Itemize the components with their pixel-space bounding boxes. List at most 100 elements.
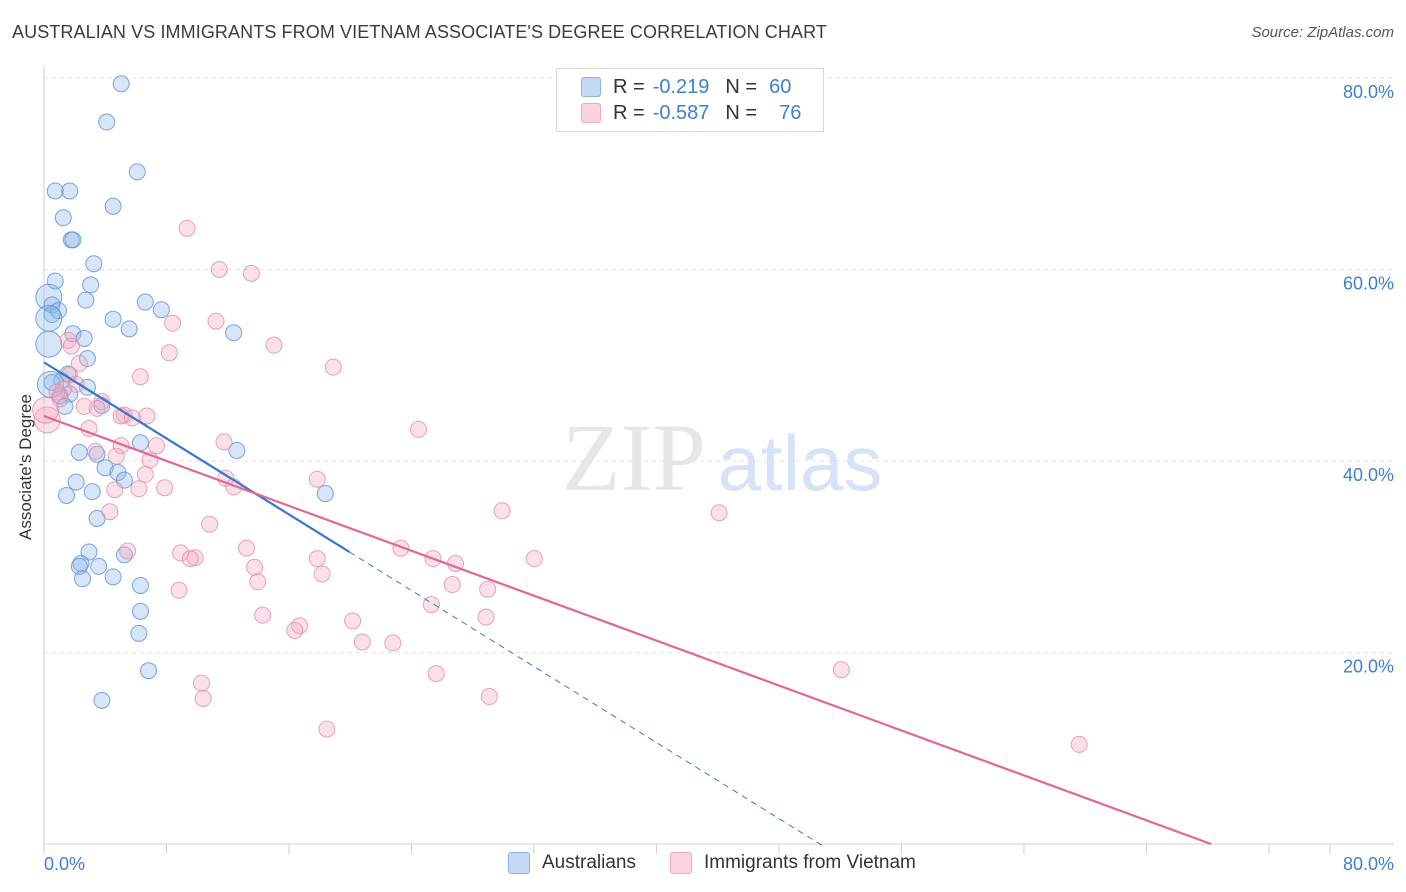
data-point xyxy=(75,397,93,415)
legend-item-australians[interactable]: Australians xyxy=(508,852,636,874)
data-point xyxy=(130,480,148,498)
data-point xyxy=(101,503,119,521)
data-point xyxy=(62,337,80,355)
legend-label: Immigrants from Vietnam xyxy=(704,852,916,873)
y-tick-label: 60.0% xyxy=(1343,274,1394,294)
source-label: Source: ZipAtlas.com xyxy=(1251,24,1394,41)
data-point xyxy=(225,324,243,342)
stats-legend: R = -0.219 N = 60 R = -0.587 N = 76 xyxy=(556,68,824,132)
legend-item-vietnam[interactable]: Immigrants from Vietnam xyxy=(670,852,916,874)
data-point xyxy=(86,442,104,460)
data-point xyxy=(131,602,149,620)
data-point xyxy=(480,688,498,706)
data-point xyxy=(291,617,309,635)
watermark-atlas: atlas xyxy=(718,419,883,507)
data-point xyxy=(54,209,72,227)
data-point xyxy=(61,366,79,384)
data-point xyxy=(353,633,371,651)
series-australians xyxy=(35,75,334,709)
data-point xyxy=(88,399,106,417)
data-point xyxy=(265,336,283,354)
x-tick-label: 80.0% xyxy=(1343,854,1394,874)
data-point xyxy=(35,304,63,332)
data-point xyxy=(82,276,100,294)
data-point xyxy=(392,539,410,557)
data-point xyxy=(228,441,246,459)
stats-row-vietnam: R = -0.587 N = 76 xyxy=(581,100,801,126)
data-point xyxy=(130,624,148,642)
data-point xyxy=(83,483,101,501)
data-point xyxy=(254,606,272,624)
data-point xyxy=(308,470,326,488)
watermark-zip: ZIP xyxy=(562,404,706,511)
data-point xyxy=(136,293,154,311)
stats-row-australians: R = -0.219 N = 60 xyxy=(581,74,791,100)
data-point xyxy=(201,515,219,533)
data-point xyxy=(88,445,106,463)
r-label: R = xyxy=(613,101,645,124)
x-tick-label: 0.0% xyxy=(44,854,85,874)
data-point xyxy=(77,291,95,309)
data-point xyxy=(286,621,304,639)
data-point xyxy=(152,301,170,319)
data-point xyxy=(186,549,204,567)
n-value: 60 xyxy=(769,75,792,98)
data-point xyxy=(70,443,88,461)
data-point xyxy=(148,437,166,455)
r-value: -0.587 xyxy=(652,101,710,124)
data-point xyxy=(78,350,96,368)
y-tick-label: 20.0% xyxy=(1343,657,1394,677)
data-point xyxy=(427,665,445,683)
data-point xyxy=(316,485,334,503)
n-label: N = xyxy=(725,75,758,98)
data-point xyxy=(318,720,336,738)
data-point xyxy=(85,255,103,273)
data-point xyxy=(181,550,199,568)
y-tick-label: 40.0% xyxy=(1343,465,1394,485)
data-point xyxy=(80,543,98,561)
legend-swatch xyxy=(670,852,692,874)
data-points xyxy=(32,75,1088,753)
data-point xyxy=(33,406,61,434)
data-point xyxy=(107,447,125,465)
data-point xyxy=(313,565,331,583)
n-value: 76 xyxy=(779,101,802,124)
data-point xyxy=(410,420,428,438)
data-point xyxy=(67,473,85,491)
data-point xyxy=(344,612,362,630)
trend-line-vietnam xyxy=(43,414,1212,846)
data-point xyxy=(479,580,497,598)
data-point xyxy=(170,581,188,599)
series-legend: Australians Immigrants from Vietnam xyxy=(0,852,1406,878)
data-point xyxy=(139,662,157,680)
data-point xyxy=(215,433,233,451)
data-point xyxy=(238,539,256,557)
data-point xyxy=(160,344,178,362)
axes xyxy=(43,66,1394,854)
data-point xyxy=(43,296,61,314)
data-point xyxy=(70,354,88,372)
data-point xyxy=(35,330,63,358)
data-point xyxy=(164,314,182,332)
data-point xyxy=(72,554,90,572)
data-point xyxy=(112,75,130,93)
data-point xyxy=(58,486,76,504)
data-point xyxy=(106,481,124,499)
data-point xyxy=(246,558,264,576)
data-point xyxy=(59,331,77,349)
tick-labels: 20.0% 40.0% 60.0% 80.0% 0.0% 80.0% xyxy=(44,82,1394,874)
data-point xyxy=(104,197,122,215)
data-point xyxy=(136,465,154,483)
legend-swatch xyxy=(581,77,601,97)
data-point xyxy=(119,542,137,560)
data-point xyxy=(207,312,225,330)
data-point xyxy=(194,689,212,707)
data-point xyxy=(96,459,114,477)
data-point xyxy=(210,261,228,278)
trend-lines xyxy=(43,361,1212,848)
data-point xyxy=(1070,735,1088,753)
data-point xyxy=(46,182,64,200)
legend-label: Australians xyxy=(542,852,636,873)
data-point xyxy=(128,163,146,181)
